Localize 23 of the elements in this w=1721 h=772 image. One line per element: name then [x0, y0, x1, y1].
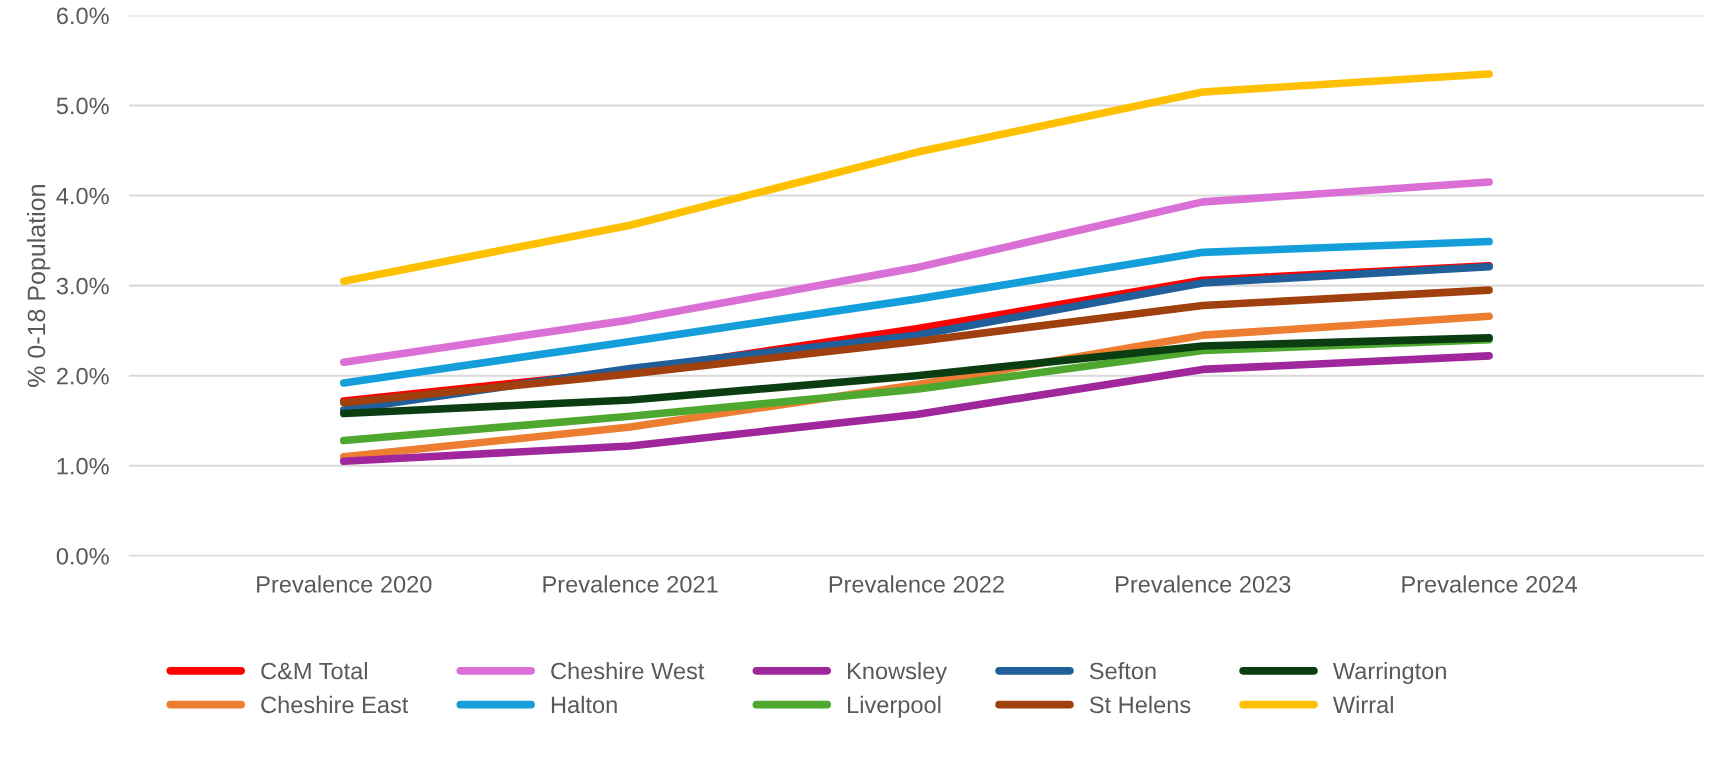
x-tick-label: Prevalence 2021 — [543, 575, 718, 593]
legend-label: C&M Total — [261, 662, 367, 680]
x-tick-label: Prevalence 2022 — [829, 575, 1004, 593]
y-tick-label: 4.0% — [56, 187, 109, 205]
legend-label: St Helens — [1089, 695, 1191, 714]
x-tick-label: Prevalence 2024 — [1402, 575, 1577, 593]
legend-label: Warrington — [1332, 662, 1446, 685]
legend-label: Sefton — [1089, 662, 1156, 680]
x-tick-label: Prevalence 2020 — [257, 575, 432, 593]
y-tick-label: 3.0% — [56, 277, 109, 295]
legend-label: Halton — [551, 695, 617, 714]
y-axis-title: % 0-18 Population — [26, 185, 51, 387]
legend-label: Wirral — [1332, 695, 1393, 714]
y-tick-label: 5.0% — [56, 97, 109, 115]
y-tick-label: 0.0% — [56, 547, 109, 565]
x-tick-label: Prevalence 2023 — [1116, 575, 1291, 593]
y-tick-label: 2.0% — [57, 367, 109, 385]
y-tick-label: 1.0% — [57, 457, 109, 475]
legend-label: Cheshire East — [261, 695, 409, 714]
legend-label: Knowsley — [848, 662, 948, 685]
y-tick-label: 6.0% — [57, 7, 109, 25]
legend-label: Cheshire West — [551, 662, 705, 680]
legend-label: Liverpool — [848, 695, 941, 718]
